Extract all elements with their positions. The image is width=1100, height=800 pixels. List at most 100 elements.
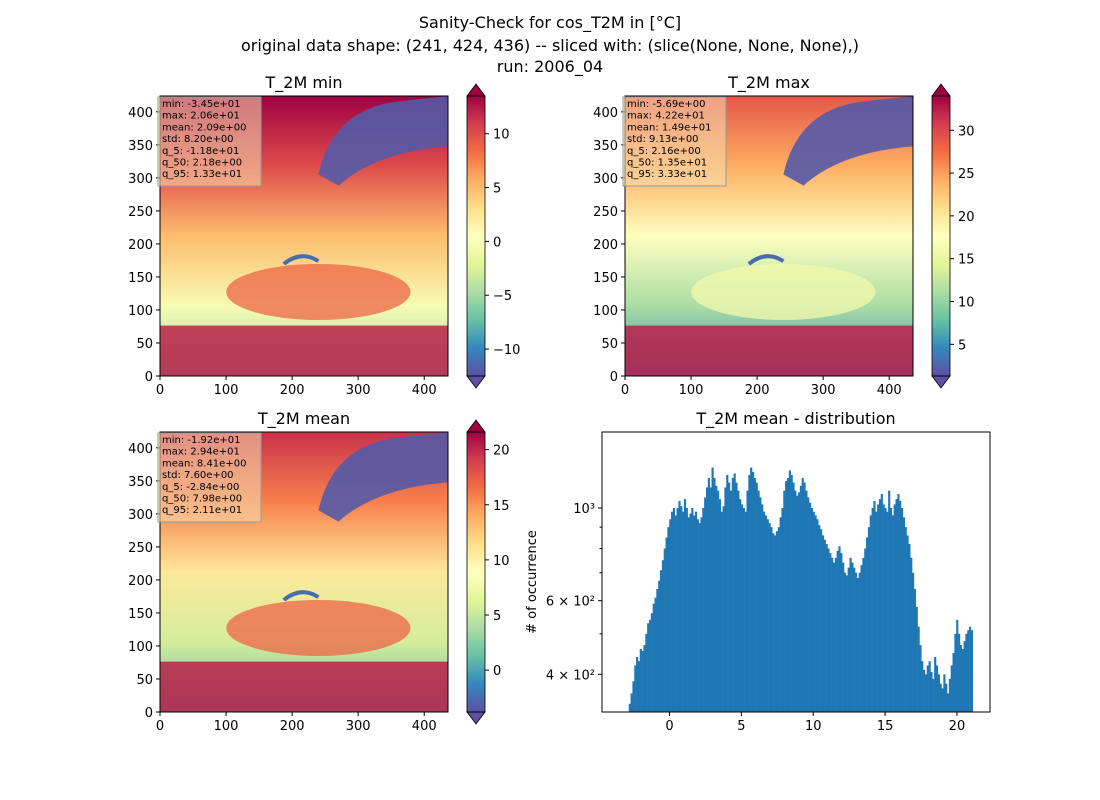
histogram-bar [934, 657, 937, 712]
y-tick-label: 350 [128, 475, 153, 490]
y-tick-label: 10³ [573, 502, 595, 517]
histogram-bar [766, 519, 769, 712]
stats-line: q_95: 3.33e+01 [627, 169, 707, 180]
histogram-bar [672, 507, 676, 712]
histogram-bar [797, 492, 801, 712]
figure-title-line-2: original data shape: (241, 424, 436) -- … [241, 36, 859, 55]
stats-line: max: 4.22e+01 [627, 111, 705, 122]
histogram-bar [906, 535, 909, 712]
histogram-bar [912, 572, 915, 712]
y-tick-label: 150 [128, 607, 153, 622]
histogram-bar [834, 557, 837, 712]
histogram-bar [948, 678, 951, 712]
histogram-bar [880, 494, 883, 712]
histogram-bar [878, 499, 882, 712]
histogram-bar [827, 548, 830, 712]
histogram-bar [770, 527, 773, 712]
histogram-bar [694, 511, 698, 712]
histogram-bar [893, 504, 896, 712]
histogram-bar [917, 626, 920, 712]
heatmap-mountain-streak [747, 254, 785, 266]
histogram-bar [718, 499, 722, 712]
heatmap-panel-max: T_2M max 0 100 200 300 400 0 50 100 150 200 250 300 3… [593, 73, 974, 398]
histogram-bar [843, 572, 847, 712]
histogram-bar [884, 507, 887, 712]
colorbar-gradient [932, 96, 950, 376]
x-tick-label: 400 [412, 383, 437, 398]
histogram-bar [685, 507, 688, 712]
x-tick-label: 0 [665, 719, 673, 734]
y-tick-label: 0 [145, 706, 153, 721]
histogram-bar [796, 495, 799, 712]
histogram-bar [759, 497, 762, 712]
histogram-bar [818, 525, 821, 712]
histogram-panel: T_2M mean - distribution 0 5 10 15 20 4 × 10² 6… [525, 409, 991, 734]
histogram-bar [683, 499, 687, 712]
stats-line: mean: 8.41e+00 [162, 458, 246, 469]
stats-line: std: 7.60e+00 [162, 470, 234, 481]
histogram-bar [961, 648, 964, 712]
colorbar-extend-bottom [931, 375, 951, 389]
y-tick-label: 4 × 10² [546, 668, 595, 683]
histogram-bar [693, 515, 696, 712]
y-tick-label: 300 [593, 172, 618, 187]
histogram-bar [963, 641, 966, 712]
histogram-bar [930, 672, 933, 712]
histogram-bar [713, 477, 716, 712]
x-tick-label: 10 [805, 719, 822, 734]
figure-title-line-1: Sanity-Check for cos_T2M in [°C] [418, 13, 682, 32]
histogram-bar [792, 482, 795, 712]
y-axis-label: # of occurrence [525, 530, 540, 634]
colorbar-tick-label: 25 [958, 167, 975, 182]
histogram-bar [667, 527, 670, 712]
stats-line: min: -3.45e+01 [162, 99, 241, 110]
stats-line: q_50: 1.35e+01 [627, 158, 707, 169]
x-tick-label: 15 [877, 719, 894, 734]
colorbar-tick-label: 0 [493, 235, 501, 250]
histogram-bar [805, 490, 808, 712]
x-tick-label: 100 [214, 719, 239, 734]
y-tick-label: 350 [593, 139, 618, 154]
colorbar: 0 5 10 15 20 [466, 419, 510, 725]
histogram-bar [628, 703, 631, 712]
histogram-bar [687, 517, 690, 712]
histogram-bar [877, 504, 880, 712]
x-tick-label: 200 [280, 719, 305, 734]
histogram-bar [923, 669, 926, 712]
colorbar-tick-label: 20 [493, 444, 510, 459]
histogram-bar [737, 490, 740, 712]
stats-line: std: 8.20e+00 [162, 134, 234, 145]
histogram-bar [632, 681, 635, 712]
axes-title: T_2M mean [257, 409, 350, 429]
histogram-bar [908, 544, 911, 712]
colorbar-tick-label: −5 [493, 289, 512, 304]
stats-line: q_50: 7.98e+00 [162, 494, 242, 505]
histogram-bar [935, 665, 939, 712]
colorbar-tick-label: 30 [958, 124, 975, 139]
histogram-bar [711, 467, 714, 712]
histogram-bar [952, 652, 955, 712]
stats-line: q_50: 2.18e+00 [162, 158, 242, 169]
histogram-bar [645, 633, 648, 712]
histogram-bar [816, 519, 819, 712]
axes-title: T_2M mean - distribution [695, 409, 895, 429]
histogram-bar [831, 557, 834, 712]
histogram-bar [801, 477, 804, 712]
y-tick-label: 100 [128, 304, 153, 319]
colorbar-tick-label: −10 [493, 343, 520, 358]
histogram-bar [882, 504, 885, 712]
histogram-bar [735, 482, 738, 712]
histogram-bar [724, 487, 727, 712]
stats-box-bg [157, 96, 262, 187]
histogram-bar [630, 693, 633, 712]
histogram-bar [674, 515, 677, 712]
y-tick-label: 200 [593, 238, 618, 253]
histogram-bar [715, 485, 718, 712]
histogram-bar [928, 661, 931, 712]
x-tick-label: 300 [346, 719, 371, 734]
histogram-bar [647, 623, 650, 712]
heatmap-mountain-streak [282, 590, 320, 602]
colorbar-extend-top [466, 83, 486, 97]
histogram-bar [943, 674, 946, 712]
y-tick-label: 350 [128, 139, 153, 154]
